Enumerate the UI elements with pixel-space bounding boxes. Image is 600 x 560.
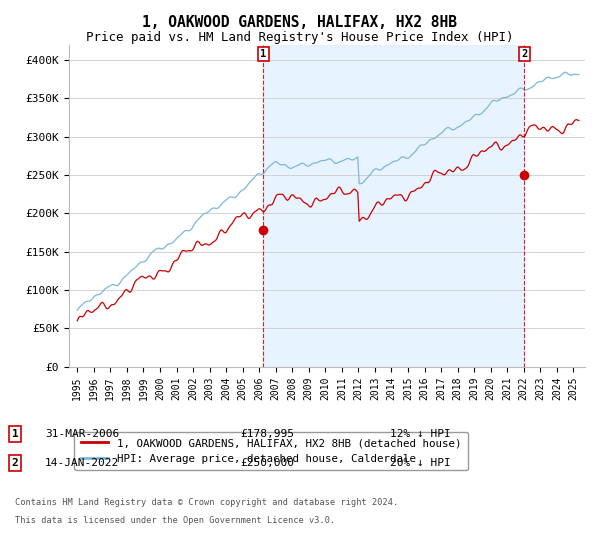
Text: 31-MAR-2006: 31-MAR-2006 [45,429,119,439]
Text: £178,995: £178,995 [240,429,294,439]
Text: This data is licensed under the Open Government Licence v3.0.: This data is licensed under the Open Gov… [15,516,335,525]
Text: 1, OAKWOOD GARDENS, HALIFAX, HX2 8HB: 1, OAKWOOD GARDENS, HALIFAX, HX2 8HB [143,15,458,30]
Text: 2: 2 [521,49,527,59]
Text: Price paid vs. HM Land Registry's House Price Index (HPI): Price paid vs. HM Land Registry's House … [86,31,514,44]
Legend: 1, OAKWOOD GARDENS, HALIFAX, HX2 8HB (detached house), HPI: Average price, detac: 1, OAKWOOD GARDENS, HALIFAX, HX2 8HB (de… [74,432,467,470]
Bar [263,45,524,367]
Text: Contains HM Land Registry data © Crown copyright and database right 2024.: Contains HM Land Registry data © Crown c… [15,498,398,507]
Text: 2: 2 [11,458,19,468]
Text: £250,000: £250,000 [240,458,294,468]
Text: 1: 1 [11,429,19,439]
Text: 20% ↓ HPI: 20% ↓ HPI [390,458,451,468]
Text: 14-JAN-2022: 14-JAN-2022 [45,458,119,468]
Text: 12% ↓ HPI: 12% ↓ HPI [390,429,451,439]
Text: 1: 1 [260,49,266,59]
